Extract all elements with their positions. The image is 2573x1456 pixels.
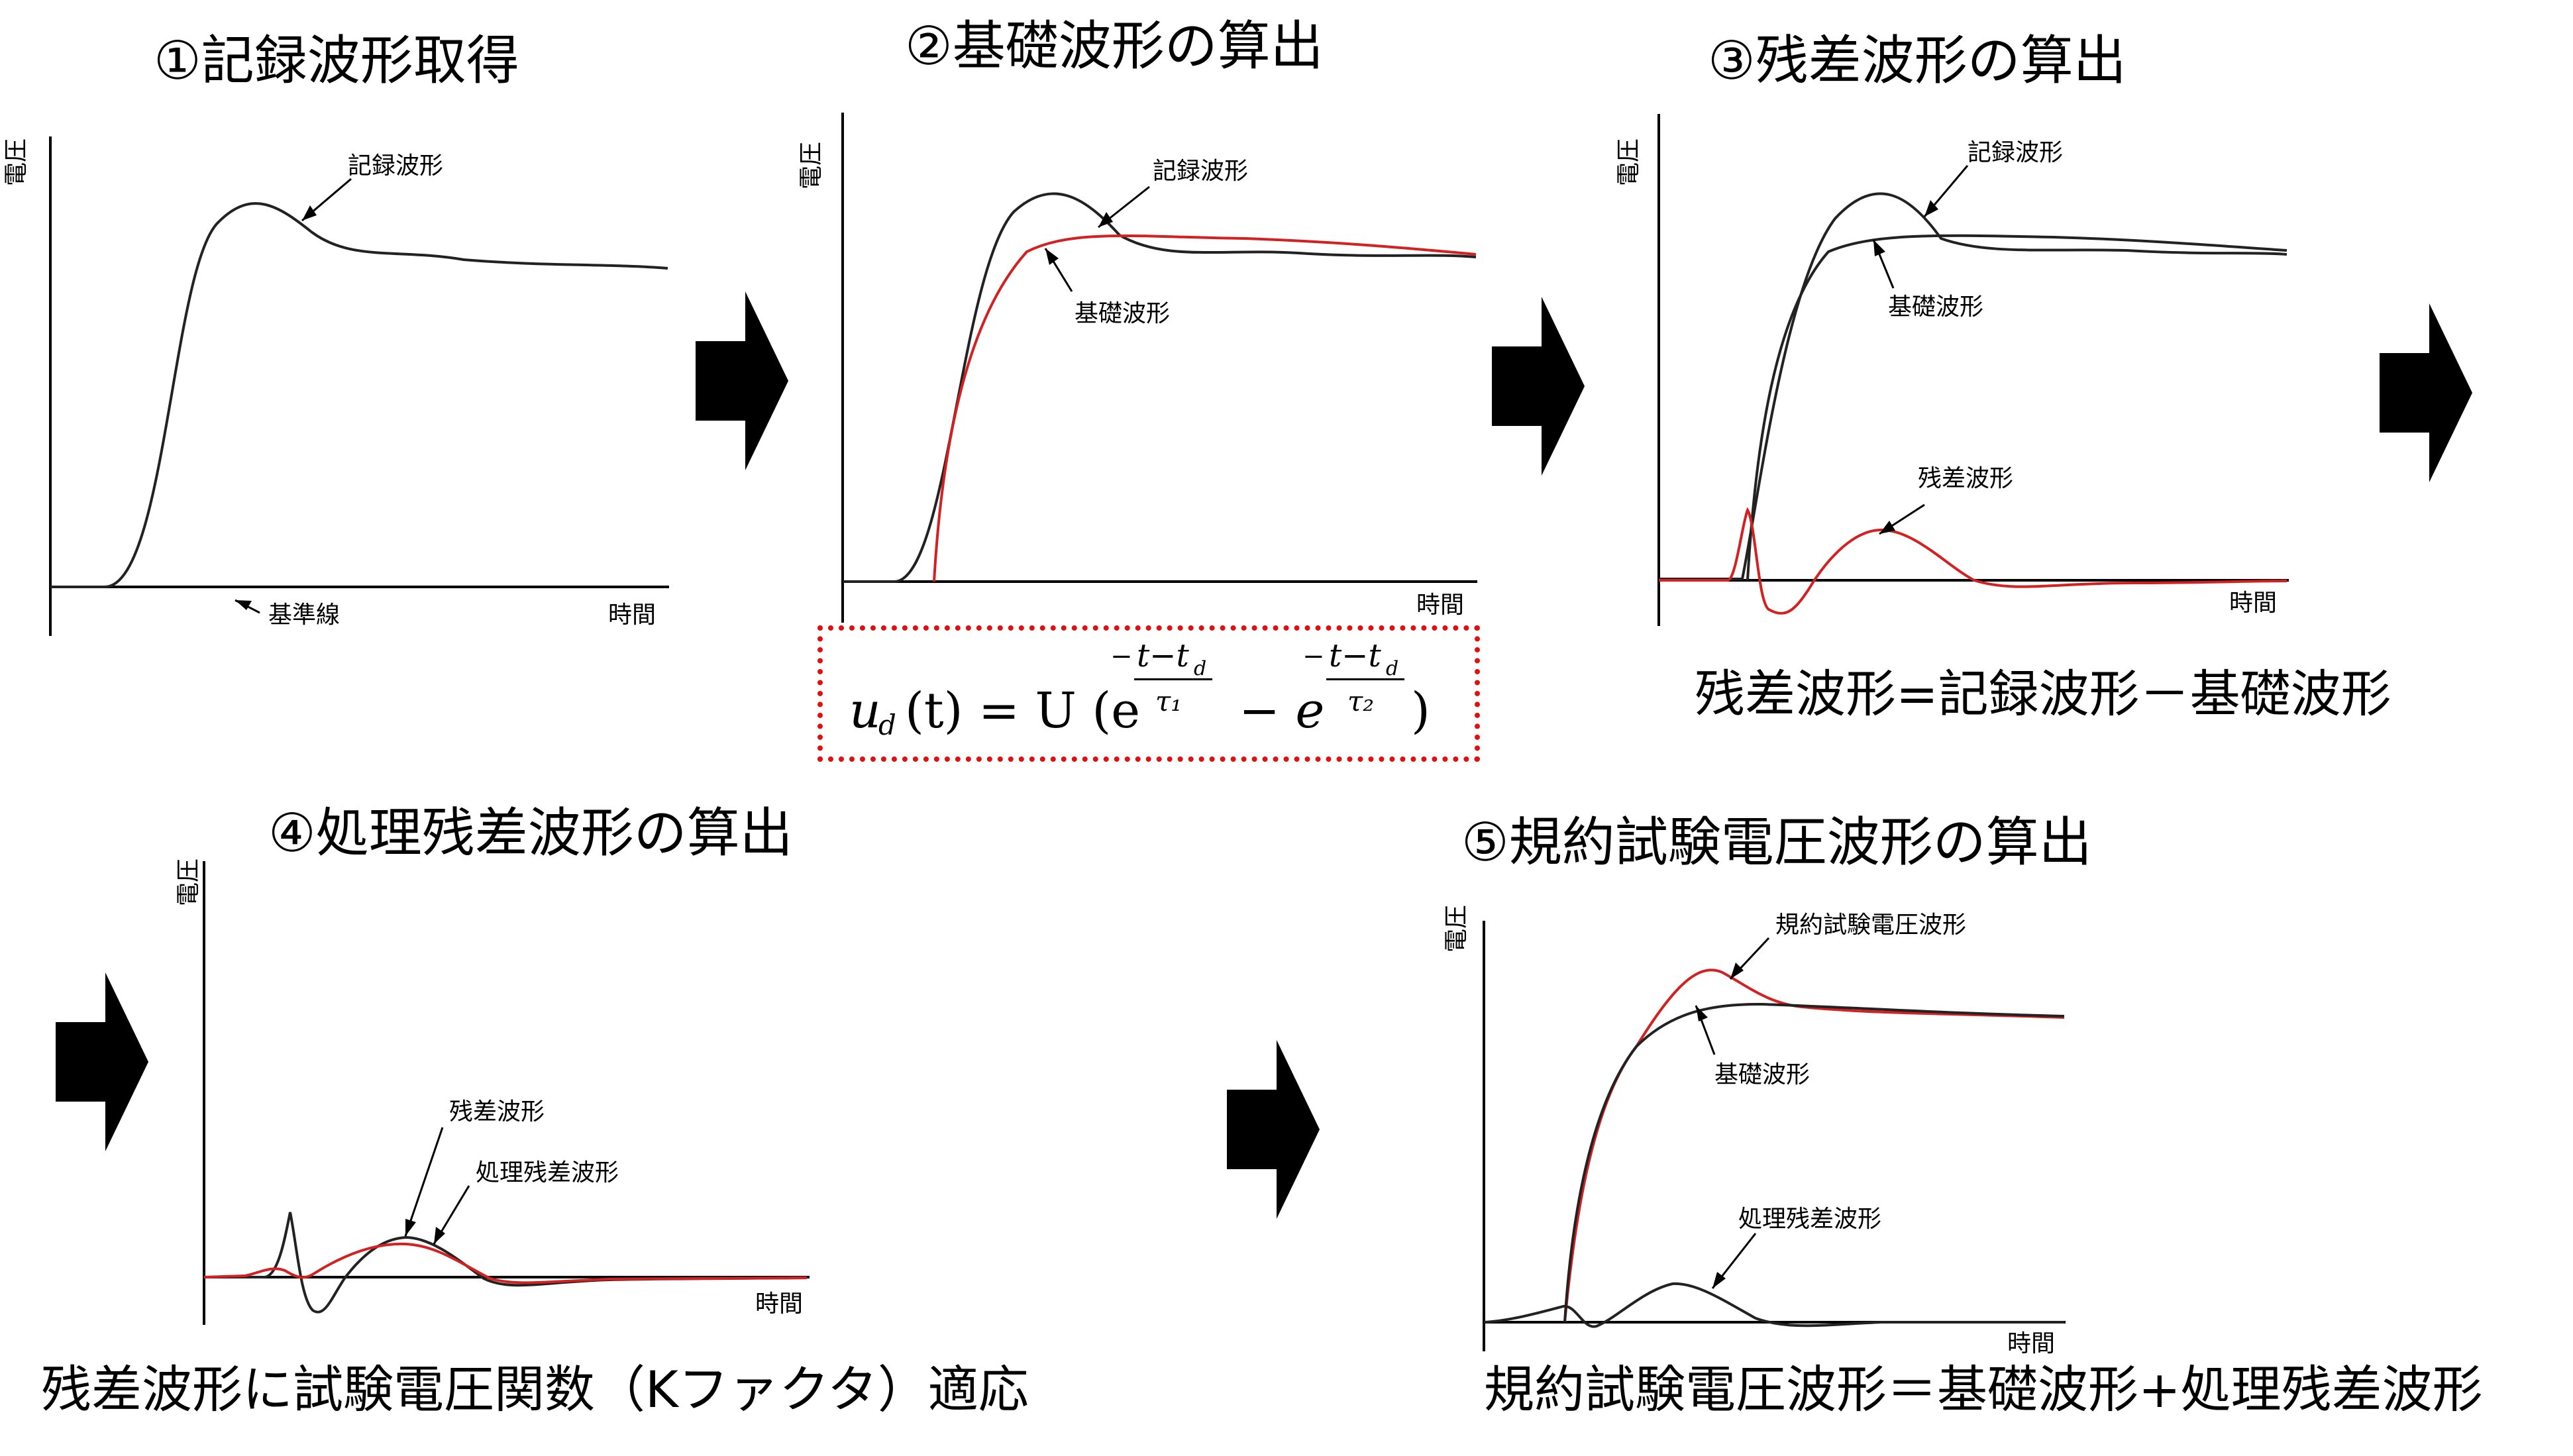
x-axis-label: 時間 <box>2229 590 2277 617</box>
y-axis-label: 電圧 <box>175 858 202 906</box>
base-curve <box>1563 1002 2065 1323</box>
residual-curve <box>1659 507 2287 615</box>
arrow-right-icon <box>56 972 148 1151</box>
caption-step4: 残差波形に試験電圧関数（Kファクタ）適応 <box>41 1360 1029 1419</box>
test-voltage-curve <box>1563 968 2065 1323</box>
label-base: 基礎波形 <box>1714 1061 1810 1088</box>
step4-title: ④処理残差波形の算出 <box>268 802 793 864</box>
y-axis-label: 電圧 <box>798 142 825 189</box>
arrow-right-icon <box>1492 297 1585 476</box>
plot-processed-residual: 電圧 残差波形 処理残差波形 時間 <box>175 858 810 1325</box>
base-curve <box>1746 234 2287 581</box>
recorded-curve <box>50 202 668 588</box>
residual-curve <box>204 1212 808 1314</box>
arrow-right-icon <box>1227 1040 1320 1219</box>
plot-recorded-waveform: 電圧 記録波形 基準線 時間 <box>3 136 669 636</box>
arrow-right-icon <box>696 291 788 470</box>
label-residual: 残差波形 <box>449 1098 545 1125</box>
base-curve <box>933 234 1477 582</box>
caption-step3: 残差波形=記録波形－基礎波形 <box>1695 664 2391 723</box>
x-axis-label: 時間 <box>608 601 656 629</box>
label-base: 基礎波形 <box>1075 300 1170 327</box>
label-base: 基礎波形 <box>1888 293 1983 321</box>
step2-title: ②基礎波形の算出 <box>905 15 1324 77</box>
plot-base-waveform: 電圧 記録波形 基礎波形 時間 <box>798 113 1477 623</box>
step1-title: ①記録波形取得 <box>154 30 519 91</box>
label-test-voltage: 規約試験電圧波形 <box>1775 911 1966 939</box>
x-axis-label: 時間 <box>755 1290 803 1318</box>
label-residual: 残差波形 <box>1918 465 2013 492</box>
arrow-right-icon <box>2380 303 2472 482</box>
label-processed-residual: 処理残差波形 <box>476 1159 619 1186</box>
step5-title: ⑤規約試験電圧波形の算出 <box>1461 811 2092 873</box>
y-axis-label: 電圧 <box>1443 905 1470 953</box>
label-recorded: 記録波形 <box>348 152 443 180</box>
label-recorded: 記録波形 <box>1968 139 2063 166</box>
label-recorded: 記録波形 <box>1153 158 1248 185</box>
plot-residual-waveform: 電圧 記録波形 基礎波形 残差波形 時間 <box>1615 114 2289 626</box>
label-baseline: 基準線 <box>268 601 340 629</box>
y-axis-label: 電圧 <box>1615 138 1642 186</box>
x-axis-label: 時間 <box>2007 1330 2055 1357</box>
label-processed-residual: 処理残差波形 <box>1738 1206 1881 1233</box>
formula-box <box>817 625 1480 762</box>
caption-step5: 規約試験電圧波形＝基礎波形+処理残差波形 <box>1484 1360 2483 1419</box>
x-axis-label: 時間 <box>1416 592 1464 619</box>
recorded-curve <box>1659 192 2287 580</box>
step3-title: ③残差波形の算出 <box>1708 30 2127 91</box>
plot-test-voltage: 電圧 規約試験電圧波形 基礎波形 処理残差波形 時間 <box>1443 905 2066 1357</box>
processed-residual-curve <box>1483 1282 2064 1328</box>
processed-residual-curve <box>203 1242 808 1284</box>
y-axis-label: 電圧 <box>3 138 30 186</box>
